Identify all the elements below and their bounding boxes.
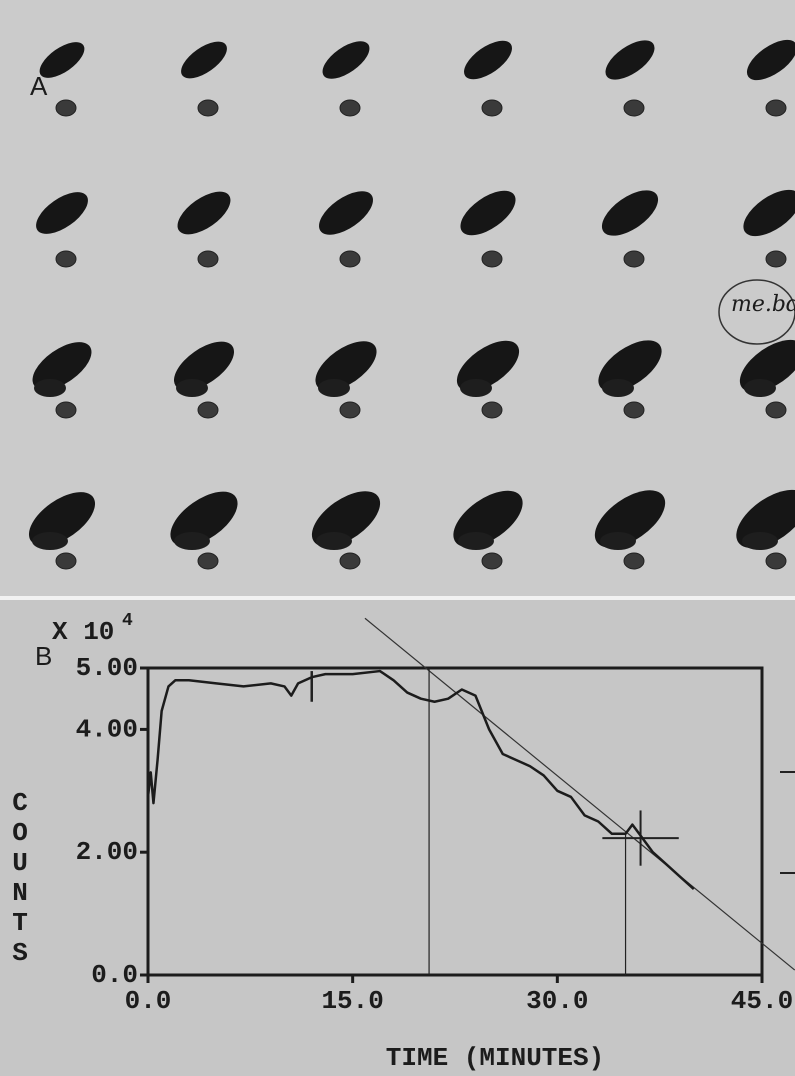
- y-tick-label: 2.00: [76, 837, 138, 867]
- scan-organ: [460, 190, 516, 236]
- x-tick-label: 15.0: [321, 986, 383, 1016]
- x-tick-label: 45.0: [731, 986, 793, 1016]
- scan-bladder: [765, 99, 787, 117]
- annotation-circle: [718, 279, 795, 345]
- scan-organ: [181, 41, 227, 79]
- scan-bladder: [55, 99, 77, 117]
- y-tick-label: 4.00: [76, 714, 138, 744]
- scan-bladder: [339, 401, 361, 419]
- scan-organ: [600, 532, 636, 550]
- scan-organ: [36, 192, 88, 234]
- scan-organ: [34, 379, 66, 397]
- scan-organ: [315, 341, 377, 391]
- panel-label: B: [35, 641, 52, 671]
- scale-label: X 10: [52, 617, 114, 647]
- scan-organ: [460, 379, 492, 397]
- scan-bladder: [765, 401, 787, 419]
- scan-organ: [746, 39, 795, 81]
- y-axis-label: COUNTS: [5, 788, 35, 968]
- fit-line: [364, 617, 795, 971]
- panel-divider: [0, 596, 795, 600]
- scan-organ: [32, 342, 92, 390]
- scan-bladder: [481, 552, 503, 570]
- scan-organ: [318, 379, 350, 397]
- scan-bladder: [197, 552, 219, 570]
- scan-organ: [316, 532, 352, 550]
- scan-grid: [28, 39, 795, 570]
- scan-bladder: [765, 552, 787, 570]
- x-tick-label: 0.0: [125, 986, 172, 1016]
- panel-a-background: [0, 0, 795, 596]
- scan-bladder: [339, 99, 361, 117]
- y-tick-label: 5.00: [76, 653, 138, 683]
- scan-organ: [601, 190, 659, 236]
- scan-organ: [176, 379, 208, 397]
- scan-bladder: [55, 250, 77, 268]
- scan-bladder: [623, 250, 645, 268]
- scan-organ: [602, 379, 634, 397]
- scan-bladder: [197, 250, 219, 268]
- scan-organ: [32, 532, 68, 550]
- count-curve: [146, 669, 695, 890]
- scan-organ: [458, 532, 494, 550]
- scan-bladder: [197, 99, 219, 117]
- scan-bladder: [197, 401, 219, 419]
- panel-label: A: [30, 71, 48, 101]
- scan-organ: [605, 40, 655, 80]
- scan-organ: [464, 40, 512, 80]
- scan-organ: [39, 42, 85, 78]
- scan-bladder: [623, 99, 645, 117]
- scan-bladder: [339, 250, 361, 268]
- x-axis-label: TIME (MINUTES): [386, 1043, 604, 1073]
- scan-organ: [744, 379, 776, 397]
- scan-bladder: [339, 552, 361, 570]
- scan-organ: [319, 191, 373, 235]
- scan-organ: [743, 189, 795, 237]
- y-tick-label: 0.0: [91, 960, 138, 990]
- scan-bladder: [481, 250, 503, 268]
- scan-organ: [456, 340, 520, 392]
- scan-bladder: [765, 250, 787, 268]
- scan-organ: [174, 532, 210, 550]
- scan-organ: [739, 339, 795, 393]
- scan-bladder: [481, 99, 503, 117]
- scan-organ: [177, 191, 231, 235]
- scan-organ: [322, 41, 370, 79]
- scan-bladder: [623, 401, 645, 419]
- plot-frame: [146, 666, 764, 977]
- scan-organ: [598, 340, 662, 392]
- x-tick-label: 30.0: [526, 986, 588, 1016]
- scan-organ: [742, 532, 778, 550]
- scale-exponent: 4: [122, 611, 133, 631]
- handwritten-note: me.bdl: [731, 292, 795, 317]
- scan-bladder: [55, 401, 77, 419]
- scan-bladder: [481, 401, 503, 419]
- scan-bladder: [55, 552, 77, 570]
- scan-bladder: [623, 552, 645, 570]
- scan-organ: [173, 341, 235, 391]
